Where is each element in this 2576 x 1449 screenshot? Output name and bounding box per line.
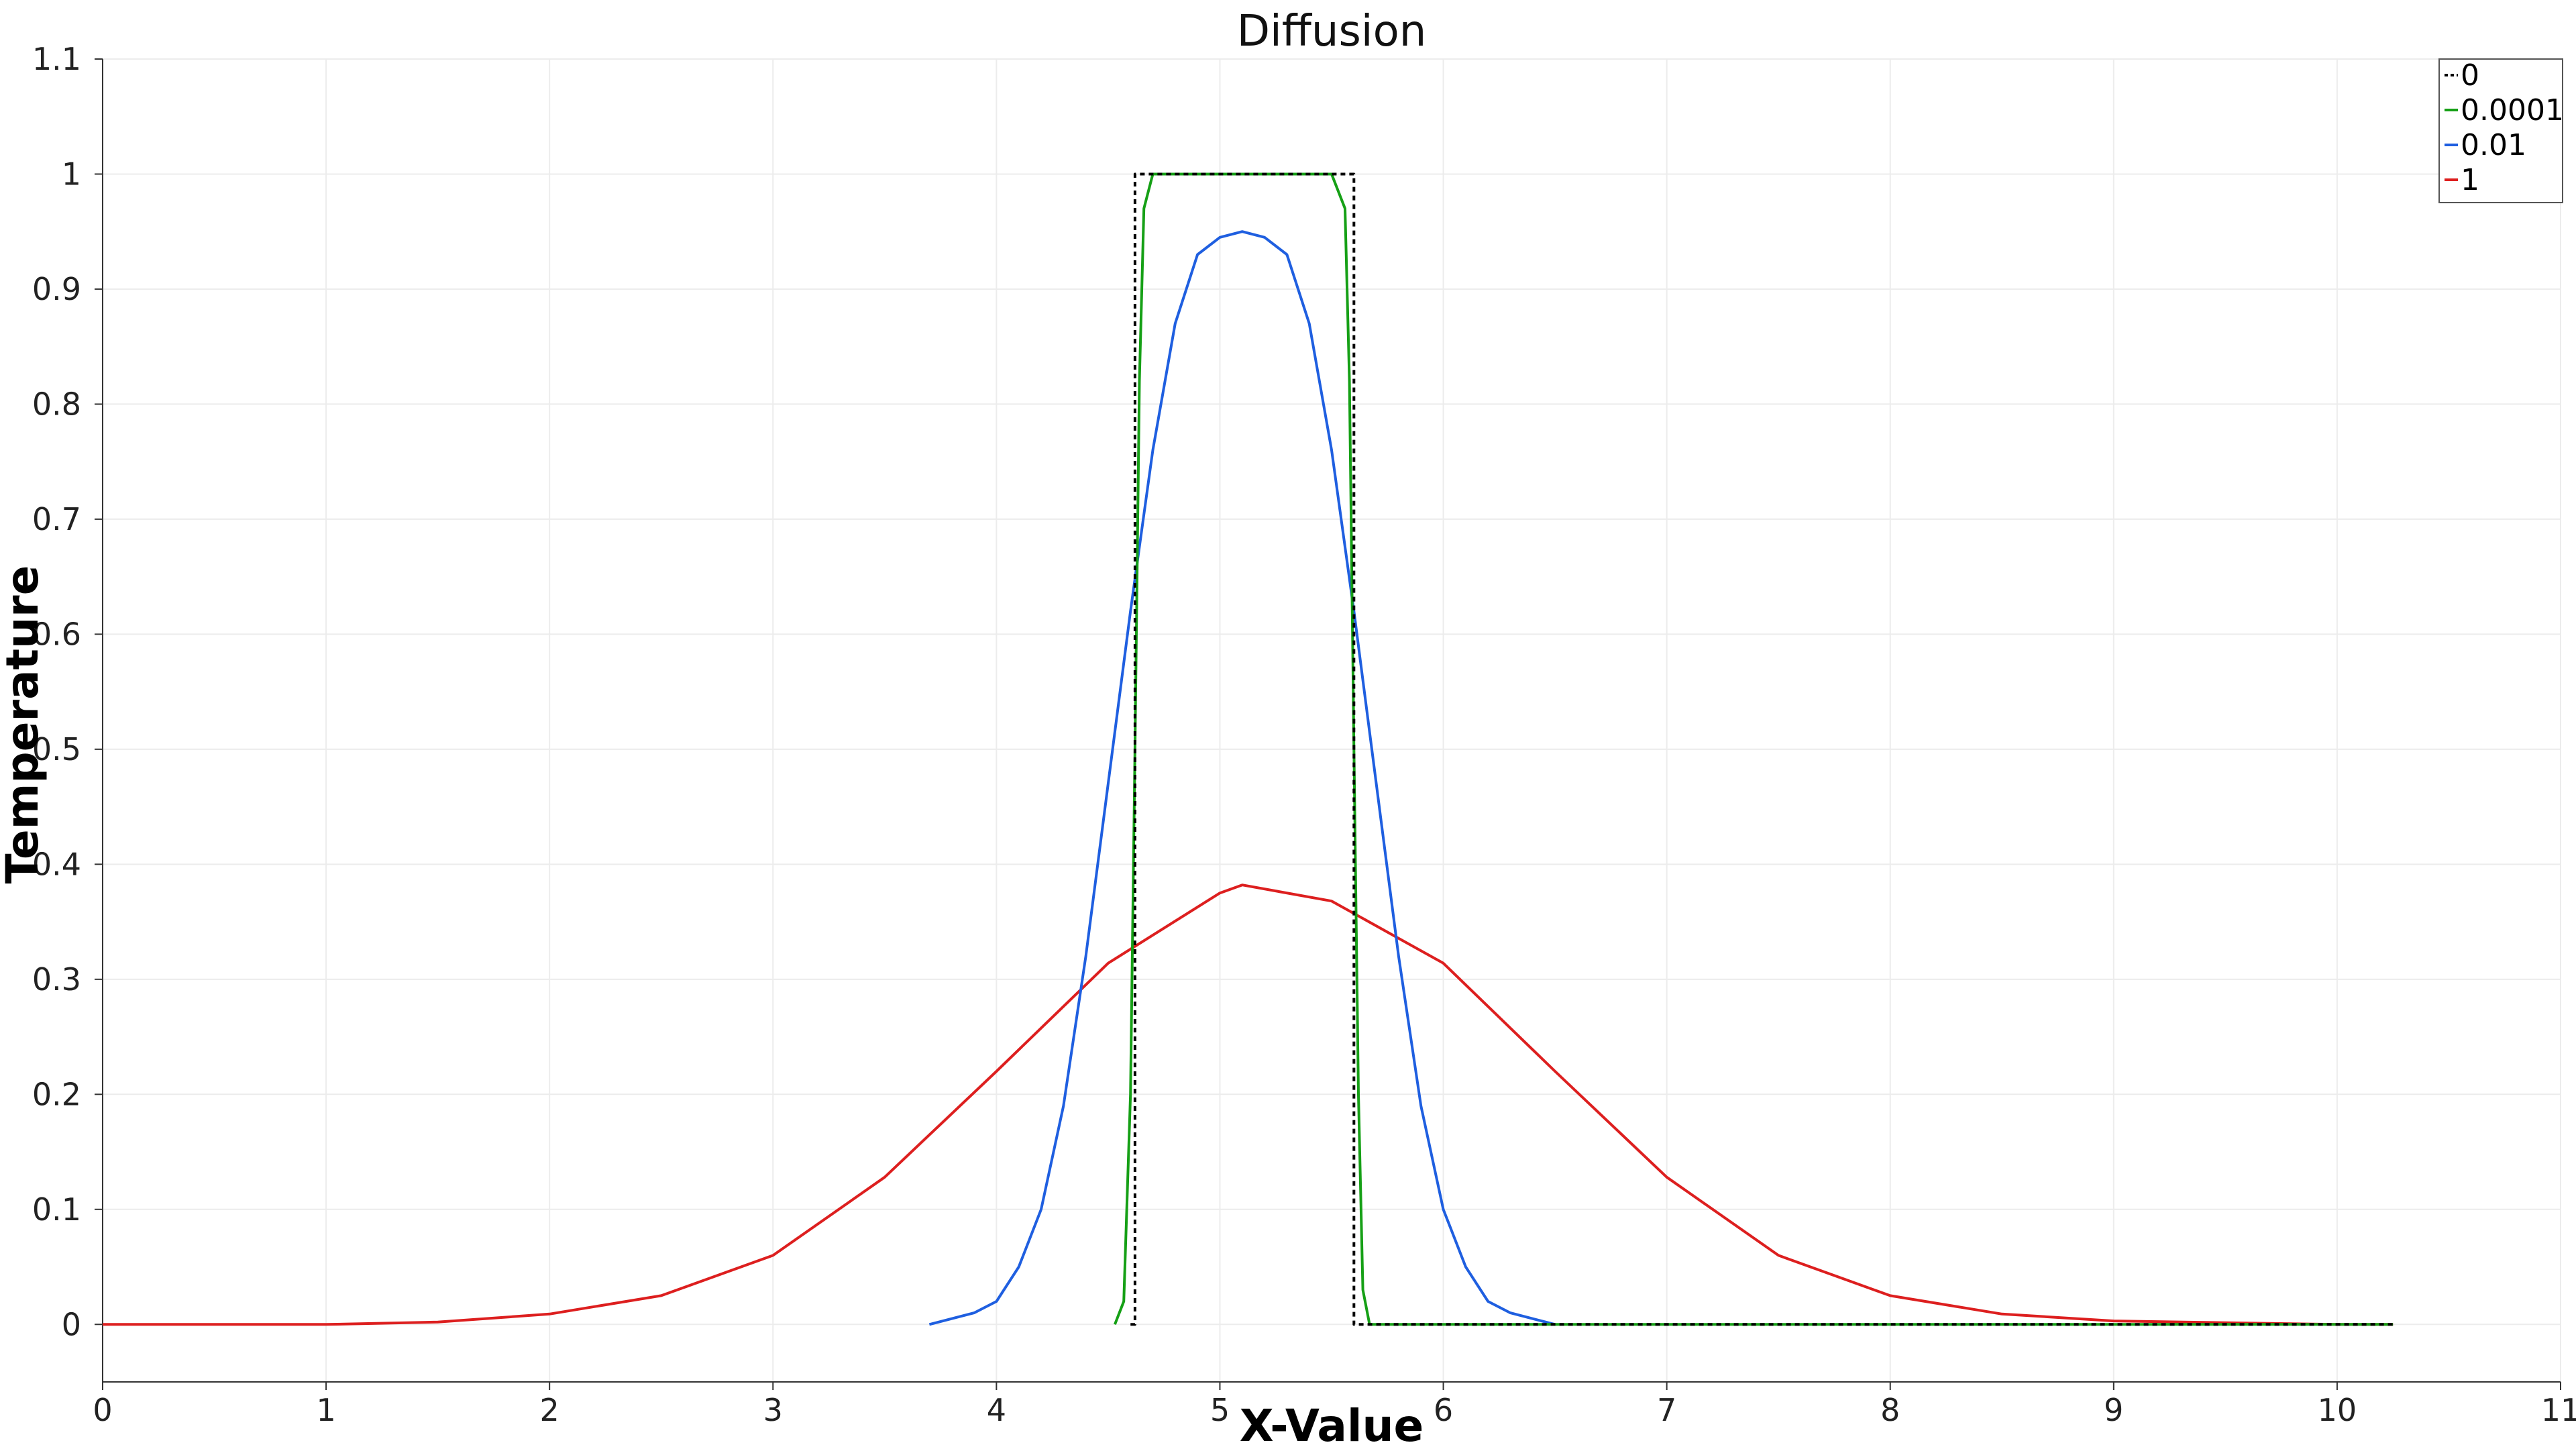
legend-entry-label: 0.0001 (2461, 93, 2564, 127)
y-tick-label: 0 (62, 1306, 81, 1342)
x-tick-label: 7 (1657, 1392, 1676, 1428)
y-tick-label: 0.1 (32, 1191, 81, 1228)
x-tick-label: 2 (540, 1392, 559, 1428)
legend-entry-label: 0.01 (2461, 128, 2526, 162)
y-tick-label: 0.2 (32, 1076, 81, 1112)
series-line-0 (1130, 172, 2394, 1326)
series-line-0-01 (928, 230, 1556, 1326)
x-tick-label: 5 (1210, 1392, 1230, 1428)
y-tick-label: 0.8 (32, 386, 81, 422)
axes (102, 59, 2561, 1383)
y-tick-label: 1 (62, 156, 81, 192)
y-tick-label: 0.4 (32, 846, 81, 882)
y-tick-label: 0.7 (32, 501, 81, 537)
x-tick-label: 11 (2541, 1392, 2576, 1428)
series-line-0-0001 (1114, 172, 2394, 1326)
x-tick-label: 9 (2104, 1392, 2123, 1428)
grid (102, 58, 2561, 1382)
y-tick-label: 0.3 (32, 961, 81, 998)
x-tick-label: 8 (1880, 1392, 1900, 1428)
x-tick-label: 0 (93, 1392, 112, 1428)
x-tick-label: 3 (763, 1392, 783, 1428)
x-tick-label: 10 (2318, 1392, 2357, 1428)
x-tick-label: 4 (987, 1392, 1006, 1428)
x-tick-label: 6 (1434, 1392, 1453, 1428)
y-axis-label: Temperature (0, 566, 48, 884)
y-tick-label: 0.9 (32, 271, 81, 307)
legend-entry-label: 1 (2461, 163, 2479, 197)
legend-entry-label: 0 (2461, 58, 2479, 93)
x-axis-label: X-Value (1240, 1400, 1424, 1449)
plot-area (103, 172, 2394, 1326)
legend-box (2438, 58, 2563, 203)
y-tick-label: 0.6 (32, 616, 81, 652)
series-line-1 (103, 883, 2394, 1326)
x-tick-label: 1 (316, 1392, 335, 1428)
y-tick-label: 0.5 (32, 731, 81, 767)
ticks: 0 1 2 3 4 5 6 7 8 9 10 1100.10.20.30.40.50.60.70.80… (32, 41, 2576, 1428)
y-tick-label: 1.1 (32, 41, 81, 77)
chart-title: Diffusion (1237, 7, 1427, 56)
